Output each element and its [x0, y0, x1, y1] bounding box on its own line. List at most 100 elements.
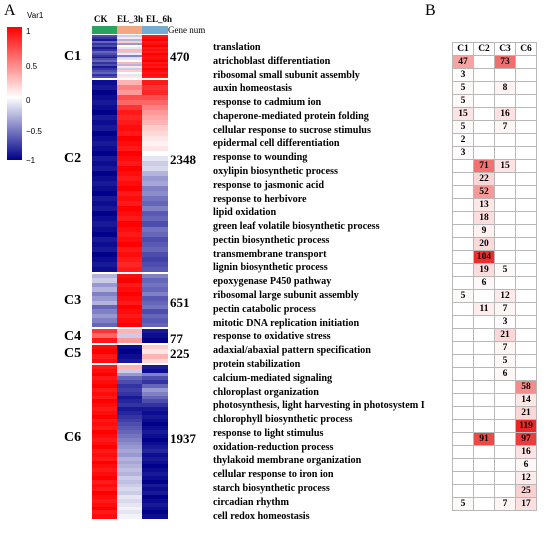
table-cell — [494, 445, 516, 459]
heatmap-cell — [142, 261, 168, 268]
sample-color-bar-el3h — [117, 26, 142, 34]
heatmap-cell — [142, 256, 168, 263]
heatmap-cell — [117, 456, 142, 462]
heatmap-cell — [117, 376, 142, 381]
table-cell — [515, 68, 537, 82]
heatmap-cell — [117, 333, 142, 339]
table-cell: 91 — [473, 432, 495, 446]
heatmap-cell — [142, 452, 168, 458]
table-cell: 71 — [473, 159, 495, 173]
heatmap-cell — [117, 68, 142, 71]
heatmap-cell — [92, 407, 117, 412]
table-cell — [452, 211, 474, 225]
heatmap-cell — [117, 165, 142, 172]
heatmap-cell — [142, 372, 168, 378]
table-cell — [473, 367, 495, 381]
table-cell — [452, 393, 474, 407]
table-row: 20 — [452, 237, 537, 251]
heatmap-cell — [117, 437, 142, 443]
heatmap-cell — [117, 100, 142, 106]
table-row: 47 73 — [452, 55, 537, 69]
go-term-label: pectin biosynthetic process — [213, 234, 330, 246]
table-cell: 97 — [515, 432, 537, 446]
heatmap-cell — [117, 54, 142, 58]
table-cell — [494, 458, 516, 472]
heatmap-cell — [117, 261, 142, 268]
heatmap-cell — [117, 468, 142, 473]
heatmap-cell — [92, 354, 117, 360]
heatmap-cell — [142, 391, 168, 397]
table-cell — [452, 445, 474, 459]
heatmap-cell — [117, 359, 142, 365]
heatmap-cell — [117, 36, 142, 40]
heatmap-cell — [92, 266, 117, 273]
heatmap-cell — [92, 226, 117, 233]
heatmap-cell — [117, 464, 142, 469]
heatmap-cell — [92, 135, 117, 142]
heatmap-cell — [117, 274, 142, 280]
heatmap-cell — [142, 42, 168, 46]
heatmap-cell — [92, 120, 117, 127]
table-cell — [515, 315, 537, 329]
heatmap-cell — [117, 407, 142, 412]
heatmap-cell — [142, 418, 168, 423]
heatmap-cell — [142, 211, 168, 217]
heatmap-cell — [92, 196, 117, 202]
heatmap-cell — [92, 54, 117, 58]
table-header-c1: C1 — [452, 42, 474, 56]
table-cell: 52 — [473, 185, 495, 199]
heatmap-cell — [92, 472, 117, 477]
table-cell: 18 — [473, 211, 495, 225]
table-cell: 7 — [494, 120, 516, 134]
table-cell — [473, 393, 495, 407]
heatmap-cell — [117, 85, 142, 91]
heatmap-cell — [142, 449, 168, 454]
heatmap-cell — [117, 125, 142, 132]
cluster-label-c2: C2 — [64, 151, 82, 166]
table-cell: 16 — [515, 445, 537, 459]
heatmap-cell — [142, 460, 168, 466]
heatmap-cell — [92, 418, 117, 423]
heatmap-cell — [142, 35, 168, 38]
cluster-separator — [92, 363, 168, 365]
table-cell — [452, 276, 474, 290]
heatmap-cell — [117, 155, 142, 162]
heatmap-cell — [92, 241, 117, 248]
heatmap-cell — [92, 430, 117, 435]
table-cell — [473, 81, 495, 95]
heatmap-cell — [117, 145, 142, 152]
panel-a-letter: A — [4, 2, 16, 19]
heatmap-cell — [117, 251, 142, 258]
heatmap-cell — [142, 221, 168, 228]
heatmap-cell — [92, 165, 117, 172]
table-cell: 3 — [494, 315, 516, 329]
cluster-label-c5: C5 — [64, 346, 82, 361]
heatmap-cell — [117, 90, 142, 96]
go-term-label: cell redox homeostasis — [213, 510, 310, 522]
heatmap-cell — [117, 483, 142, 488]
heatmap-cell — [142, 70, 168, 73]
heatmap-cell — [92, 46, 117, 50]
table-cell: 22 — [473, 172, 495, 186]
heatmap-cell — [117, 479, 142, 485]
table-cell — [452, 380, 474, 394]
heatmap-cell — [142, 236, 168, 243]
table-cell — [473, 94, 495, 108]
heatmap-cell — [117, 50, 142, 54]
heatmap-cell — [92, 85, 117, 91]
table-cell — [473, 484, 495, 498]
go-term-label: circadian rhythm — [213, 496, 289, 508]
heatmap-cell — [142, 403, 168, 408]
table-cell — [452, 263, 474, 277]
heatmap-cell — [142, 368, 168, 374]
table-cell — [452, 159, 474, 173]
legend-tick-neg1: −1 — [26, 156, 36, 165]
heatmap-cell — [117, 176, 142, 182]
table-cell — [494, 484, 516, 498]
heatmap-cell — [142, 76, 168, 79]
heatmap-cell — [142, 344, 168, 350]
table-cell — [515, 198, 537, 212]
heatmap-cell — [92, 368, 117, 374]
heatmap-cell — [142, 333, 168, 339]
table-row: 3 — [452, 68, 537, 82]
